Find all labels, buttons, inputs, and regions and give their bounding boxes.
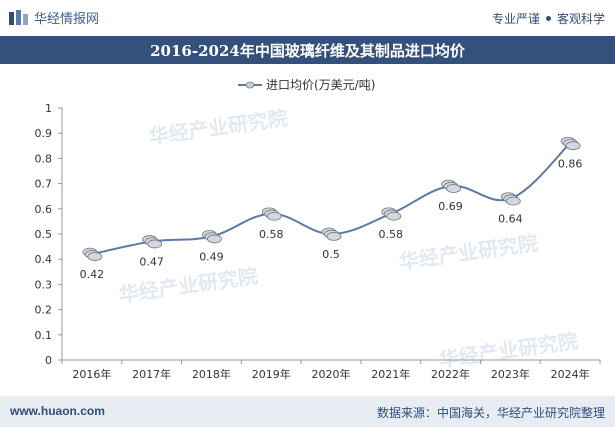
x-tick-label: 2020年 bbox=[312, 367, 351, 381]
y-tick-label: 0.2 bbox=[35, 304, 53, 317]
coin-icon bbox=[266, 211, 282, 221]
x-tick-label: 2017年 bbox=[132, 367, 171, 381]
data-point-marker bbox=[82, 247, 103, 261]
line-chart: 华经产业研究院华经产业研究院华经产业研究院华经产业研究院进口均价(万美元/吨)0… bbox=[35, 78, 601, 381]
x-tick-label: 2022年 bbox=[431, 367, 470, 381]
tagline-right: 客观科学 bbox=[556, 12, 605, 26]
data-label: 0.86 bbox=[558, 157, 583, 170]
data-label: 0.58 bbox=[259, 228, 284, 241]
y-tick-label: 1 bbox=[45, 102, 52, 115]
coin-icon bbox=[565, 141, 581, 151]
x-tick-label: 2018年 bbox=[192, 367, 231, 381]
coin-icon bbox=[446, 184, 461, 193]
data-point-marker bbox=[321, 227, 342, 241]
watermark-text: 华经产业研究院 bbox=[147, 106, 289, 149]
coin-icon bbox=[207, 234, 222, 244]
website-link[interactable]: www.huaon.com bbox=[10, 404, 105, 418]
coin-icon bbox=[87, 252, 103, 261]
y-tick-label: 0.5 bbox=[35, 228, 53, 241]
x-tick-label: 2023年 bbox=[491, 367, 530, 381]
top-header: 华经情报网 专业严谨 客观科学 bbox=[0, 0, 615, 36]
chart-title: 2016-2024年中国玻璃纤维及其制品进口均价 bbox=[150, 41, 465, 60]
data-point-marker bbox=[381, 207, 402, 221]
coin-icon bbox=[505, 196, 521, 206]
bullet-icon bbox=[545, 16, 551, 21]
data-label: 0.5 bbox=[322, 248, 340, 261]
y-tick-label: 0.7 bbox=[35, 178, 53, 191]
coin-icon bbox=[386, 211, 402, 221]
y-tick-label: 0.6 bbox=[35, 203, 53, 216]
y-tick-label: 0.9 bbox=[35, 127, 53, 140]
logo-icon bbox=[8, 9, 30, 27]
y-tick-label: 0.8 bbox=[35, 152, 53, 165]
data-label: 0.64 bbox=[498, 213, 523, 226]
data-label: 0.42 bbox=[80, 268, 105, 281]
data-point-marker bbox=[261, 207, 282, 221]
data-label: 0.49 bbox=[199, 251, 224, 264]
footer: www.huaon.com 数据来源：中国海关，华经产业研究院整理 bbox=[0, 396, 615, 427]
data-source: 数据来源：中国海关，华经产业研究院整理 bbox=[376, 406, 605, 420]
data-point-marker bbox=[202, 230, 222, 244]
y-tick-label: 0.1 bbox=[35, 329, 53, 342]
title-bar: 2016-2024年中国玻璃纤维及其制品进口均价 bbox=[0, 36, 615, 64]
coin-icon bbox=[326, 231, 342, 241]
legend-marker-icon bbox=[245, 81, 255, 89]
x-tick-label: 2016年 bbox=[72, 367, 111, 381]
coin-icon bbox=[147, 239, 163, 249]
tagline-left: 专业严谨 bbox=[491, 12, 540, 26]
data-point-marker bbox=[142, 235, 163, 249]
x-tick-label: 2021年 bbox=[371, 367, 410, 381]
y-tick-label: 0.3 bbox=[35, 278, 53, 291]
data-label: 0.47 bbox=[139, 256, 164, 269]
y-tick-label: 0 bbox=[45, 354, 52, 367]
watermark-text: 华经产业研究院 bbox=[117, 264, 259, 307]
watermark-text: 华经产业研究院 bbox=[397, 231, 539, 274]
logo[interactable]: 华经情报网 bbox=[8, 8, 99, 27]
watermark-text: 华经产业研究院 bbox=[437, 329, 579, 372]
tagline: 专业严谨 客观科学 bbox=[492, 10, 605, 27]
data-label: 0.58 bbox=[379, 228, 404, 241]
data-point-marker bbox=[441, 179, 461, 193]
legend-label: 进口均价(万美元/吨) bbox=[266, 78, 375, 92]
data-label: 0.69 bbox=[438, 200, 463, 213]
legend: 进口均价(万美元/吨) bbox=[238, 78, 375, 92]
logo-text: 华经情报网 bbox=[34, 12, 100, 27]
y-tick-label: 0.4 bbox=[35, 253, 53, 266]
x-tick-label: 2024年 bbox=[551, 367, 590, 381]
data-point-marker bbox=[560, 136, 581, 151]
x-tick-label: 2019年 bbox=[252, 367, 291, 381]
data-point-marker bbox=[500, 192, 521, 206]
